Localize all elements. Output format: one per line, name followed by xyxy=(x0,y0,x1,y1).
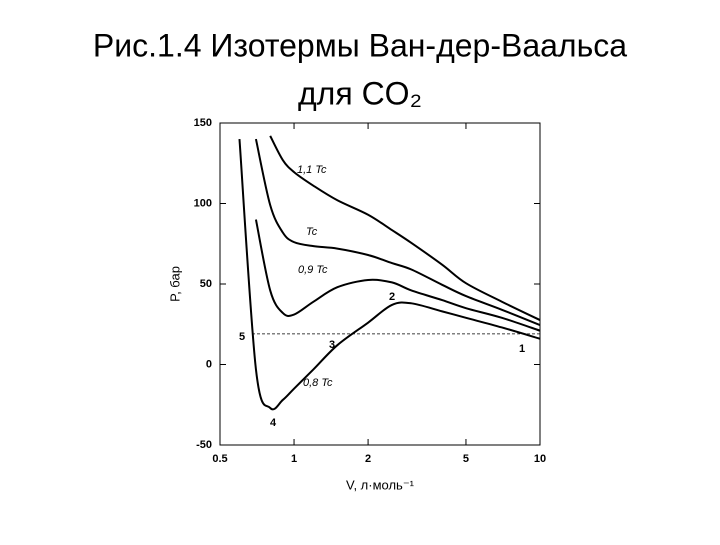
point-label: 1 xyxy=(519,343,525,355)
isotherm xyxy=(269,135,540,321)
title-line: для CO₂ xyxy=(298,75,422,111)
isotherm xyxy=(254,138,540,326)
curve-label: 0,8 Tc xyxy=(303,377,333,389)
x-tick-label: 2 xyxy=(365,453,371,465)
y-tick-label: 0 xyxy=(206,358,212,370)
y-tick-label: 50 xyxy=(200,278,212,290)
point-label: 5 xyxy=(239,331,245,343)
point-label: 3 xyxy=(329,339,335,351)
y-tick-label: -50 xyxy=(196,439,212,451)
isotherm xyxy=(238,139,540,411)
x-axis-label: V, л·моль⁻¹ xyxy=(346,477,415,492)
y-tick-label: 150 xyxy=(194,117,212,129)
curve-label: 1,1 Tc xyxy=(297,164,327,176)
curve-label: 0,9 Tc xyxy=(298,264,328,276)
x-tick-label: 0.5 xyxy=(212,453,227,465)
x-tick-label: 5 xyxy=(463,453,469,465)
title-line: Рис.1.4 Изотермы Ван-дер-Ваальса xyxy=(93,27,627,63)
point-label: 2 xyxy=(389,291,395,303)
point-label: 4 xyxy=(270,417,277,429)
y-axis-label: P, бар xyxy=(167,266,182,302)
curve-label: Tc xyxy=(306,226,318,238)
x-tick-label: 10 xyxy=(534,453,546,465)
y-tick-label: 100 xyxy=(194,197,212,209)
x-tick-label: 1 xyxy=(291,453,297,465)
isotherm xyxy=(254,219,540,332)
plot-area xyxy=(238,135,540,411)
